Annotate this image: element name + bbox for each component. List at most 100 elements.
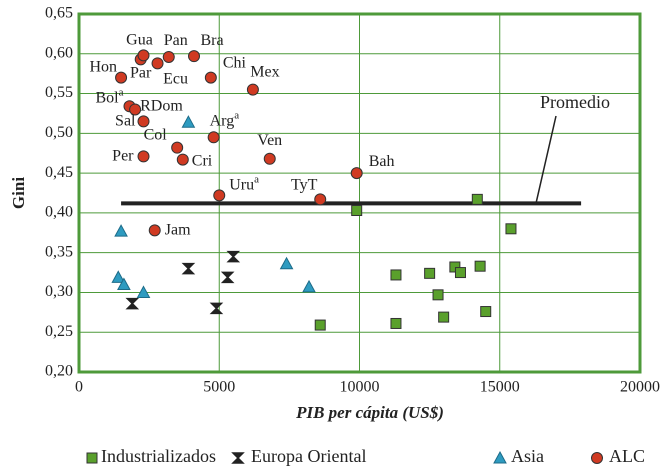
y-axis-label: Gini [9,177,28,209]
x-tick-label: 10000 [340,379,380,396]
x-tick-label: 0 [75,379,83,396]
point-label: TyT [291,176,318,193]
x-axis-label: PIB per cápita (US$) [295,403,444,422]
marker-circle [350,167,363,180]
x-tick-label: 5000 [203,379,235,396]
point-label-text: Per [112,147,134,164]
x-tick-label: 15000 [480,379,520,396]
point-label-text: Gua [126,31,153,48]
point-label-text: Chi [223,54,247,71]
marker-circle [171,141,184,154]
average-label: Promedio [540,92,610,112]
marker-square [432,289,444,301]
marker-square [351,205,363,217]
marker-triangle [111,270,126,283]
marker-hourglass [231,452,245,464]
point-label: Mex [250,63,279,80]
marker-square [449,261,461,273]
point-label-text: Ecu [163,70,188,87]
plot-frame [77,12,642,374]
legend-label: Asia [511,446,544,466]
marker-circle [129,103,142,116]
marker-circle [263,152,276,165]
point-label: RDom [140,97,183,114]
marker-circle [148,224,161,237]
point-label-text: Bol [95,89,119,106]
marker-triangle [302,279,316,293]
legend-label: Europa Oriental [251,446,366,466]
marker-hourglass [181,262,196,275]
marker-triangle [114,224,128,237]
marker-square [390,269,402,281]
y-tick-label: 0,60 [45,44,73,61]
point-label: Bola [95,86,123,106]
marker-square [505,223,517,235]
point-label-text: Cri [192,152,213,169]
marker-circle [176,153,189,166]
point-label-text: Col [144,126,168,143]
marker-hourglass [125,297,140,310]
point-label-text: Sal [115,112,136,129]
point-label: Chi [223,54,247,71]
point-label: Jam [165,221,191,238]
marker-square [474,260,486,272]
marker-circle [137,49,150,62]
point-label: Ven [257,131,282,148]
marker-circle [162,50,175,63]
marker-square [454,267,466,279]
point-label: Bah [369,153,395,170]
marker-triangle [117,277,131,290]
y-tick-label: 0,20 [45,363,73,380]
point-label: Sal [115,112,136,129]
point-label-note: a [234,109,239,121]
point-label-text: Hon [90,58,118,75]
point-label: Pan [164,32,188,49]
point-label-note: a [119,86,124,98]
legend-label: ALC [609,446,645,466]
y-tick-label: 0,25 [45,323,73,340]
point-label-text: Bra [200,32,223,49]
point-label: Ecu [163,70,188,87]
marker-hourglass [226,250,241,263]
y-tick-label: 0,45 [45,164,73,181]
marker-square [424,267,436,279]
point-label: Hon [90,58,118,75]
marker-circle [246,83,259,96]
marker-circle [151,57,164,70]
point-label-text: TyT [291,176,318,193]
marker-circle [137,115,150,128]
marker-circle [314,193,327,206]
marker-circle [207,131,220,144]
y-tick-label: 0,50 [45,124,73,141]
marker-circle [137,150,150,163]
point-label-text: Arg [210,112,235,129]
point-label-text: Bah [369,153,395,170]
marker-circle [115,71,128,84]
marker-square [471,193,483,205]
point-label-text: Pan [164,32,188,49]
x-tick-label: 20000 [620,379,660,396]
y-tick-label: 0,65 [45,5,73,22]
point-label: Per [112,147,134,164]
point-label-text: RDom [140,97,183,114]
y-tick-label: 0,30 [45,283,73,300]
marker-hourglass [220,271,235,284]
marker-hourglass [209,302,224,315]
marker-circle [213,189,226,202]
point-label-text: Par [130,64,152,81]
marker-circle [204,71,217,84]
point-label-text: Mex [250,63,279,80]
point-label: Bra [200,32,223,49]
marker-square [480,306,492,318]
marker-square [314,319,326,331]
y-tick-label: 0,35 [45,243,73,260]
marker-triangle [279,256,294,270]
y-tick-label: 0,55 [45,84,73,101]
point-label: Cri [192,152,213,169]
y-tick-label: 0,40 [45,204,73,221]
point-label: Par [130,64,152,81]
point-label-text: Jam [165,221,191,238]
marker-triangle [493,450,507,464]
marker-circle [188,50,201,63]
point-label: Arga [210,109,240,129]
